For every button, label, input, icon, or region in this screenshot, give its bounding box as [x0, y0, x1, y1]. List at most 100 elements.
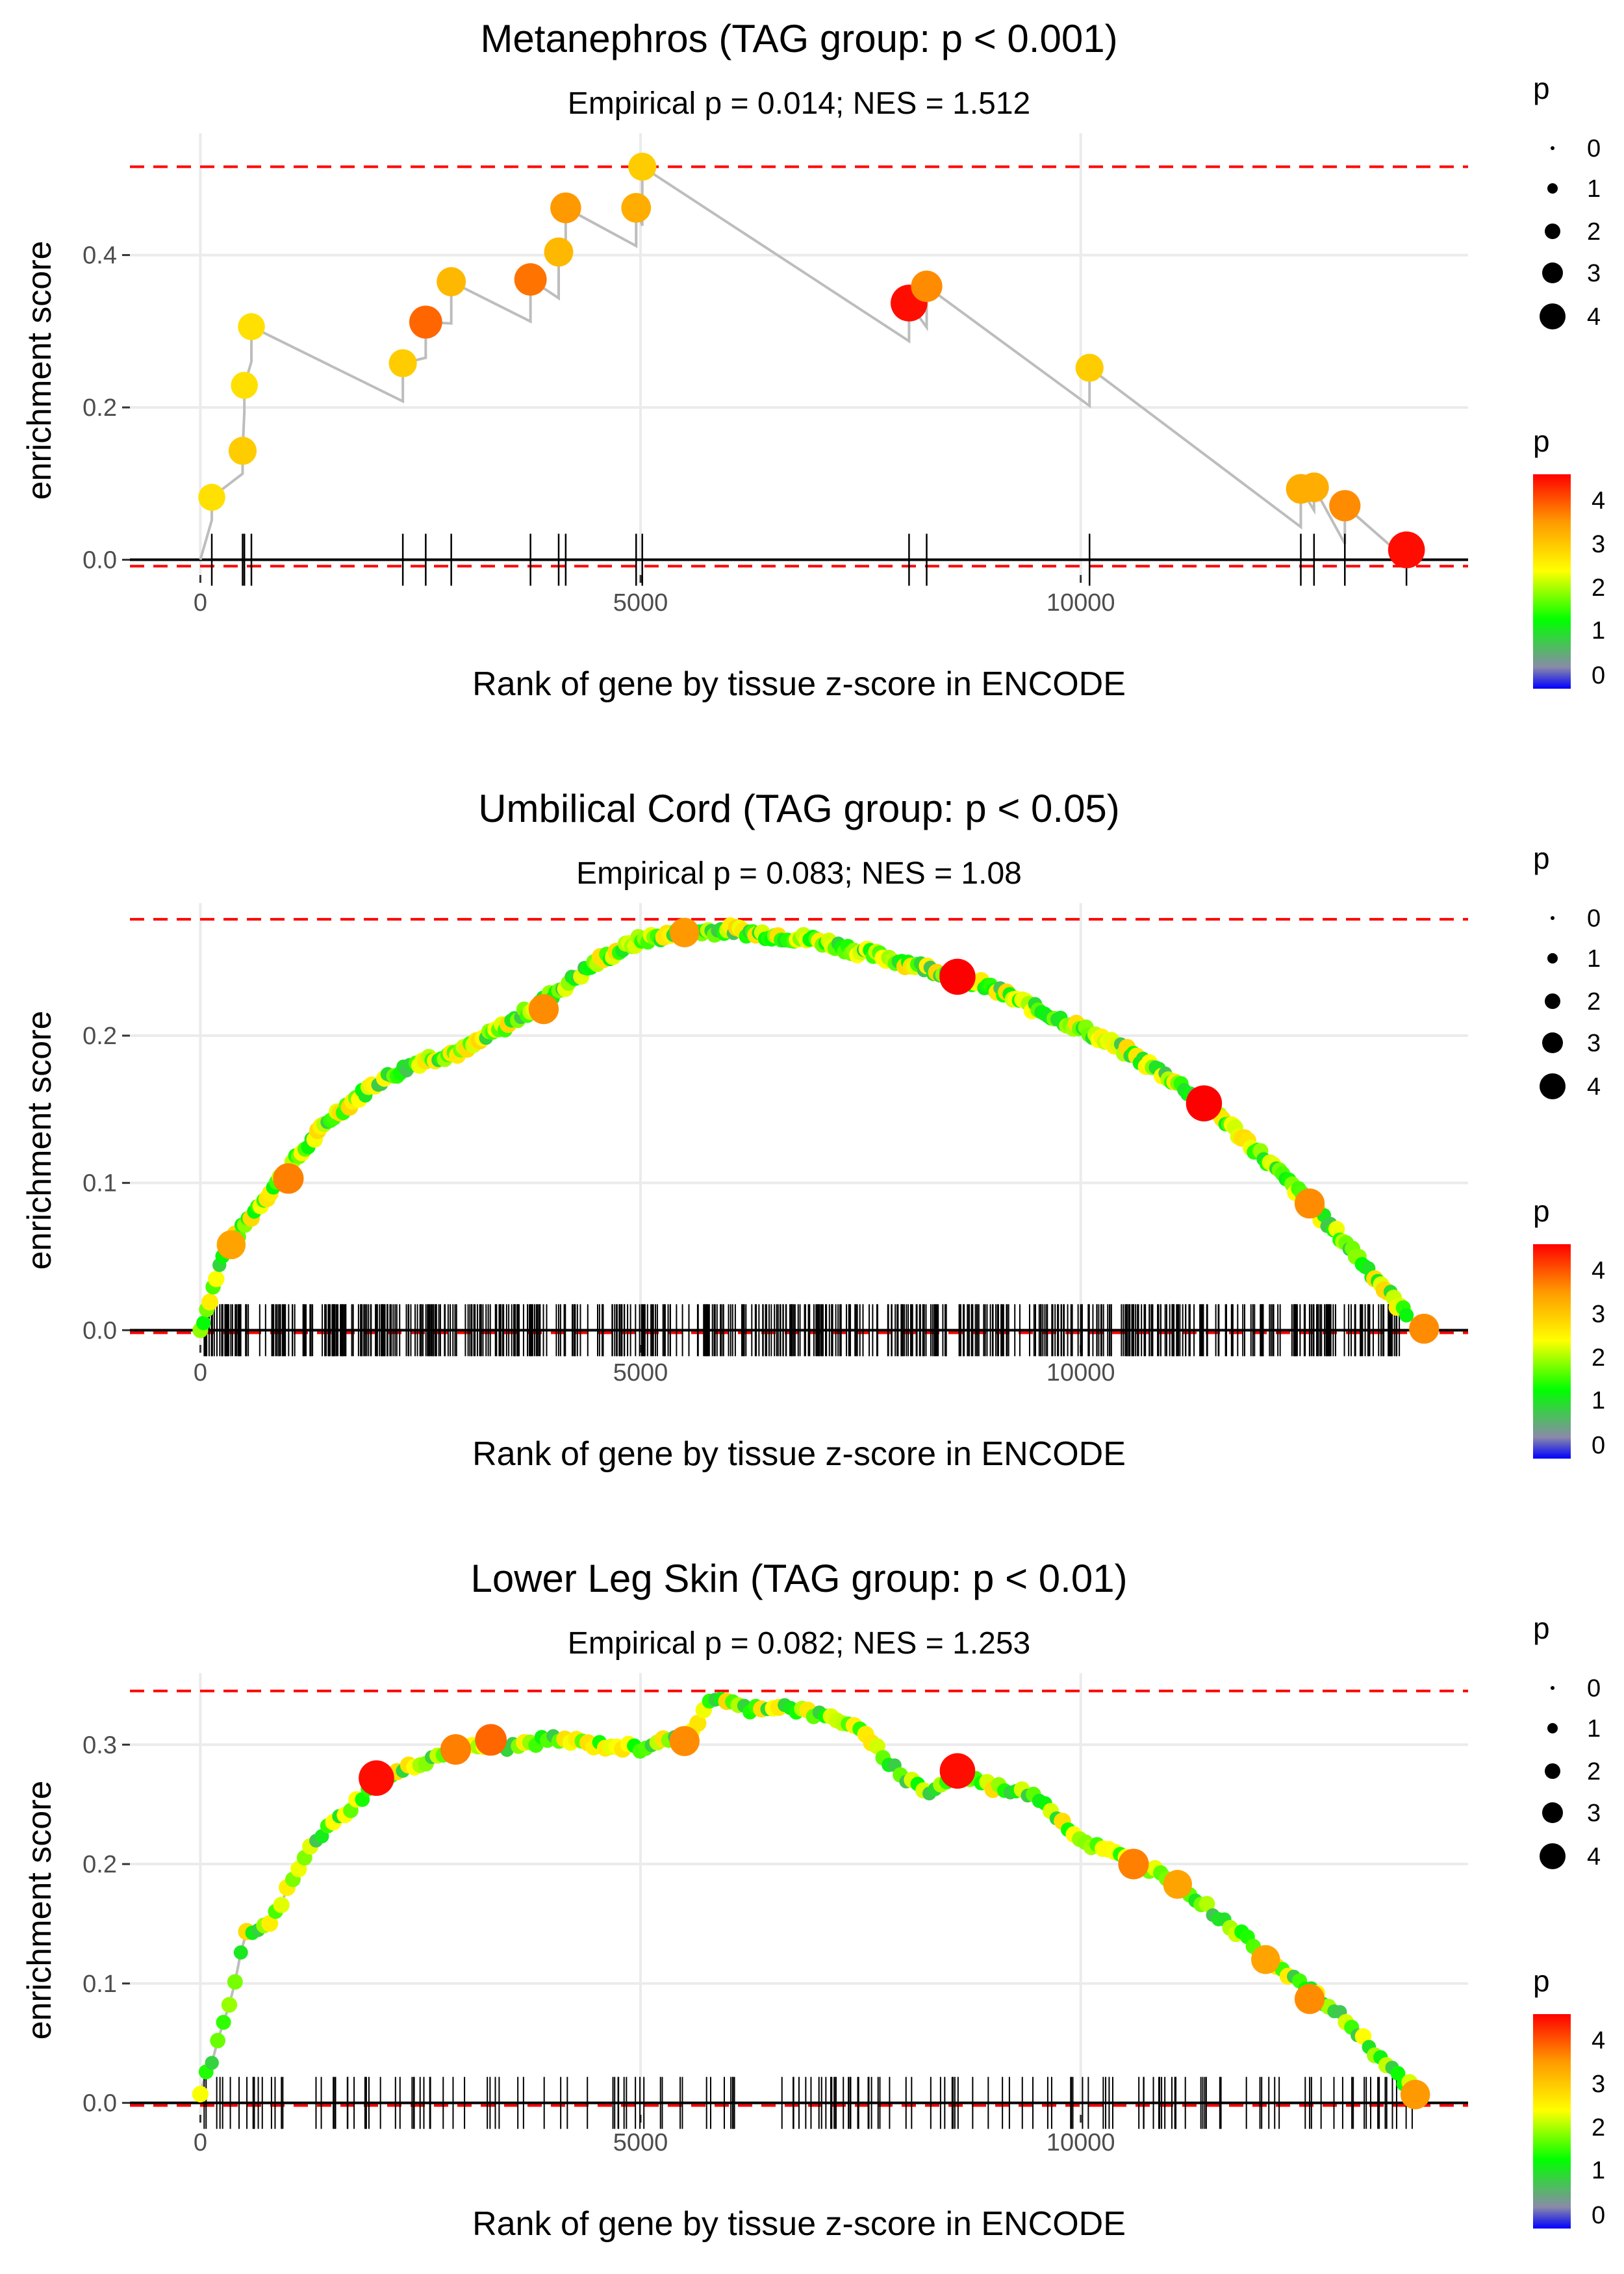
gene-point: [210, 2032, 226, 2049]
gene-hit-point: [1163, 1870, 1193, 1899]
size-legend-key-1: [1547, 1723, 1558, 1733]
size-legend-label-0: 0: [1587, 135, 1601, 162]
size-legend-key-0: [1551, 1686, 1554, 1690]
size-legend-key-2: [1545, 1763, 1560, 1779]
size-legend-key-4: [1540, 1843, 1566, 1869]
gene-hit-point: [670, 917, 700, 948]
gene-hit-point: [409, 305, 442, 339]
size-legend-key-3: [1542, 1032, 1563, 1053]
x-tick-label: 10000: [1047, 2129, 1115, 2156]
size-legend-key-2: [1545, 993, 1560, 1009]
x-tick-label: 5000: [613, 2129, 668, 2156]
y-tick-label: 0.2: [82, 1023, 117, 1050]
color-legend-title: p: [1533, 424, 1550, 458]
size-legend-label-1: 1: [1587, 1715, 1601, 1743]
size-legend: p 0 1 2 3 4: [1533, 841, 1601, 1101]
gene-hit-point: [228, 437, 257, 465]
gene-hit-point: [550, 192, 581, 224]
color-legend-label-3: 3: [1592, 1301, 1605, 1328]
color-legend-label-4: 4: [1592, 2027, 1605, 2054]
panel-title: Umbilical Cord (TAG group: p < 0.05): [478, 787, 1120, 830]
x-tick-label: 10000: [1047, 589, 1115, 617]
gene-hit-point: [628, 152, 657, 181]
es-curve: [199, 1697, 1417, 2095]
panel-subtitle: Empirical p = 0.014; NES = 1.512: [568, 86, 1030, 121]
size-legend-label-3: 3: [1587, 1800, 1601, 1827]
gene-hit-point: [231, 372, 258, 399]
gene-hit-point: [1329, 490, 1361, 522]
y-tick-label: 0.2: [82, 394, 117, 422]
gene-hit-point: [911, 270, 943, 302]
x-axis-label: Rank of gene by tissue z-score in ENCODE: [472, 1435, 1126, 1473]
gene-hit-point: [440, 1734, 471, 1765]
size-legend-key-4: [1540, 303, 1566, 329]
gene-point: [205, 2056, 219, 2070]
size-legend-label-2: 2: [1587, 1758, 1601, 1785]
x-axis-label: Rank of gene by tissue z-score in ENCODE: [472, 2205, 1126, 2243]
size-legend-key-4: [1540, 1073, 1566, 1099]
panel-subtitle: Empirical p = 0.083; NES = 1.08: [576, 856, 1022, 891]
x-tick-label: 5000: [613, 589, 668, 617]
gene-hit-point: [544, 237, 574, 267]
color-legend-label-2: 2: [1592, 2114, 1605, 2141]
size-legend-title: p: [1533, 71, 1550, 105]
color-legend-bar: [1533, 1244, 1571, 1459]
plot-area: 0 5000 10000 0.0 0.2 0.4: [82, 133, 1468, 617]
gene-hit-point: [1294, 1188, 1325, 1219]
y-axis-label: enrichment score: [21, 1781, 58, 2040]
gene-hit-point: [437, 267, 466, 297]
x-tick-label: 0: [194, 589, 207, 617]
gene-point: [192, 2086, 209, 2102]
gene-hit-point: [939, 1753, 976, 1789]
size-legend-label-2: 2: [1587, 988, 1601, 1016]
size-legend-label-4: 4: [1587, 1843, 1601, 1871]
size-legend-label-3: 3: [1587, 1030, 1601, 1057]
gene-hit-point: [939, 958, 976, 995]
gene-point: [1199, 1896, 1215, 1912]
size-legend-label-1: 1: [1587, 175, 1601, 203]
gene-hit-point: [1075, 353, 1104, 382]
gene-point: [273, 1897, 290, 1913]
y-tick-label: 0.0: [82, 547, 117, 574]
color-legend-title: p: [1533, 1964, 1550, 1998]
gene-hit-point: [1388, 531, 1425, 568]
gene-hit-point: [514, 263, 547, 296]
size-legend-label-1: 1: [1587, 945, 1601, 973]
gene-hit-point: [273, 1163, 304, 1194]
panel-umbilical-cord: Umbilical Cord (TAG group: p < 0.05) Emp…: [21, 787, 1605, 1473]
gene-hit-point: [669, 1726, 700, 1756]
color-legend-bar: [1533, 474, 1571, 689]
color-legend-label-2: 2: [1592, 574, 1605, 602]
x-axis-label: Rank of gene by tissue z-score in ENCODE: [472, 665, 1126, 703]
color-legend-bar: [1533, 2014, 1571, 2229]
color-legend-label-3: 3: [1592, 2071, 1605, 2098]
es-curve: [199, 164, 1408, 563]
color-legend-label-4: 4: [1592, 487, 1605, 515]
color-legend-label-3: 3: [1592, 531, 1605, 558]
size-legend-key-1: [1547, 183, 1558, 194]
gene-hit-point: [388, 349, 417, 377]
size-legend-label-0: 0: [1587, 1675, 1601, 1702]
panel-metanephros: Metanephros (TAG group: p < 0.001) Empir…: [21, 17, 1605, 703]
y-tick-label: 0.1: [82, 1971, 117, 1998]
gene-point: [221, 1997, 238, 2013]
size-legend: p 0 1 2 3 4: [1533, 1611, 1601, 1871]
plot-area: 0 5000 10000 0.0 0.1 0.2 0.3: [82, 1673, 1468, 2156]
size-legend-key-0: [1551, 146, 1554, 150]
color-legend-label-1: 1: [1592, 2157, 1605, 2184]
color-legend: p 4 3 2 1 0: [1533, 1964, 1605, 2229]
gene-hit-point: [1186, 1085, 1223, 1122]
gene-point: [261, 1915, 279, 1932]
color-legend: p 4 3 2 1 0: [1533, 1194, 1605, 1459]
size-legend-label-0: 0: [1587, 905, 1601, 932]
color-legend-label-1: 1: [1592, 617, 1605, 645]
gene-point: [1399, 1308, 1414, 1323]
panel-title: Metanephros (TAG group: p < 0.001): [480, 17, 1117, 60]
gene-hit-point: [1299, 472, 1329, 503]
size-legend-label-4: 4: [1587, 1073, 1601, 1101]
color-legend: p 4 3 2 1 0: [1533, 424, 1605, 689]
color-legend-label-0: 0: [1592, 1432, 1605, 1459]
gene-hit-point: [475, 1724, 507, 1756]
gene-hit-point: [359, 1760, 394, 1796]
gene-hit-point: [528, 994, 559, 1025]
